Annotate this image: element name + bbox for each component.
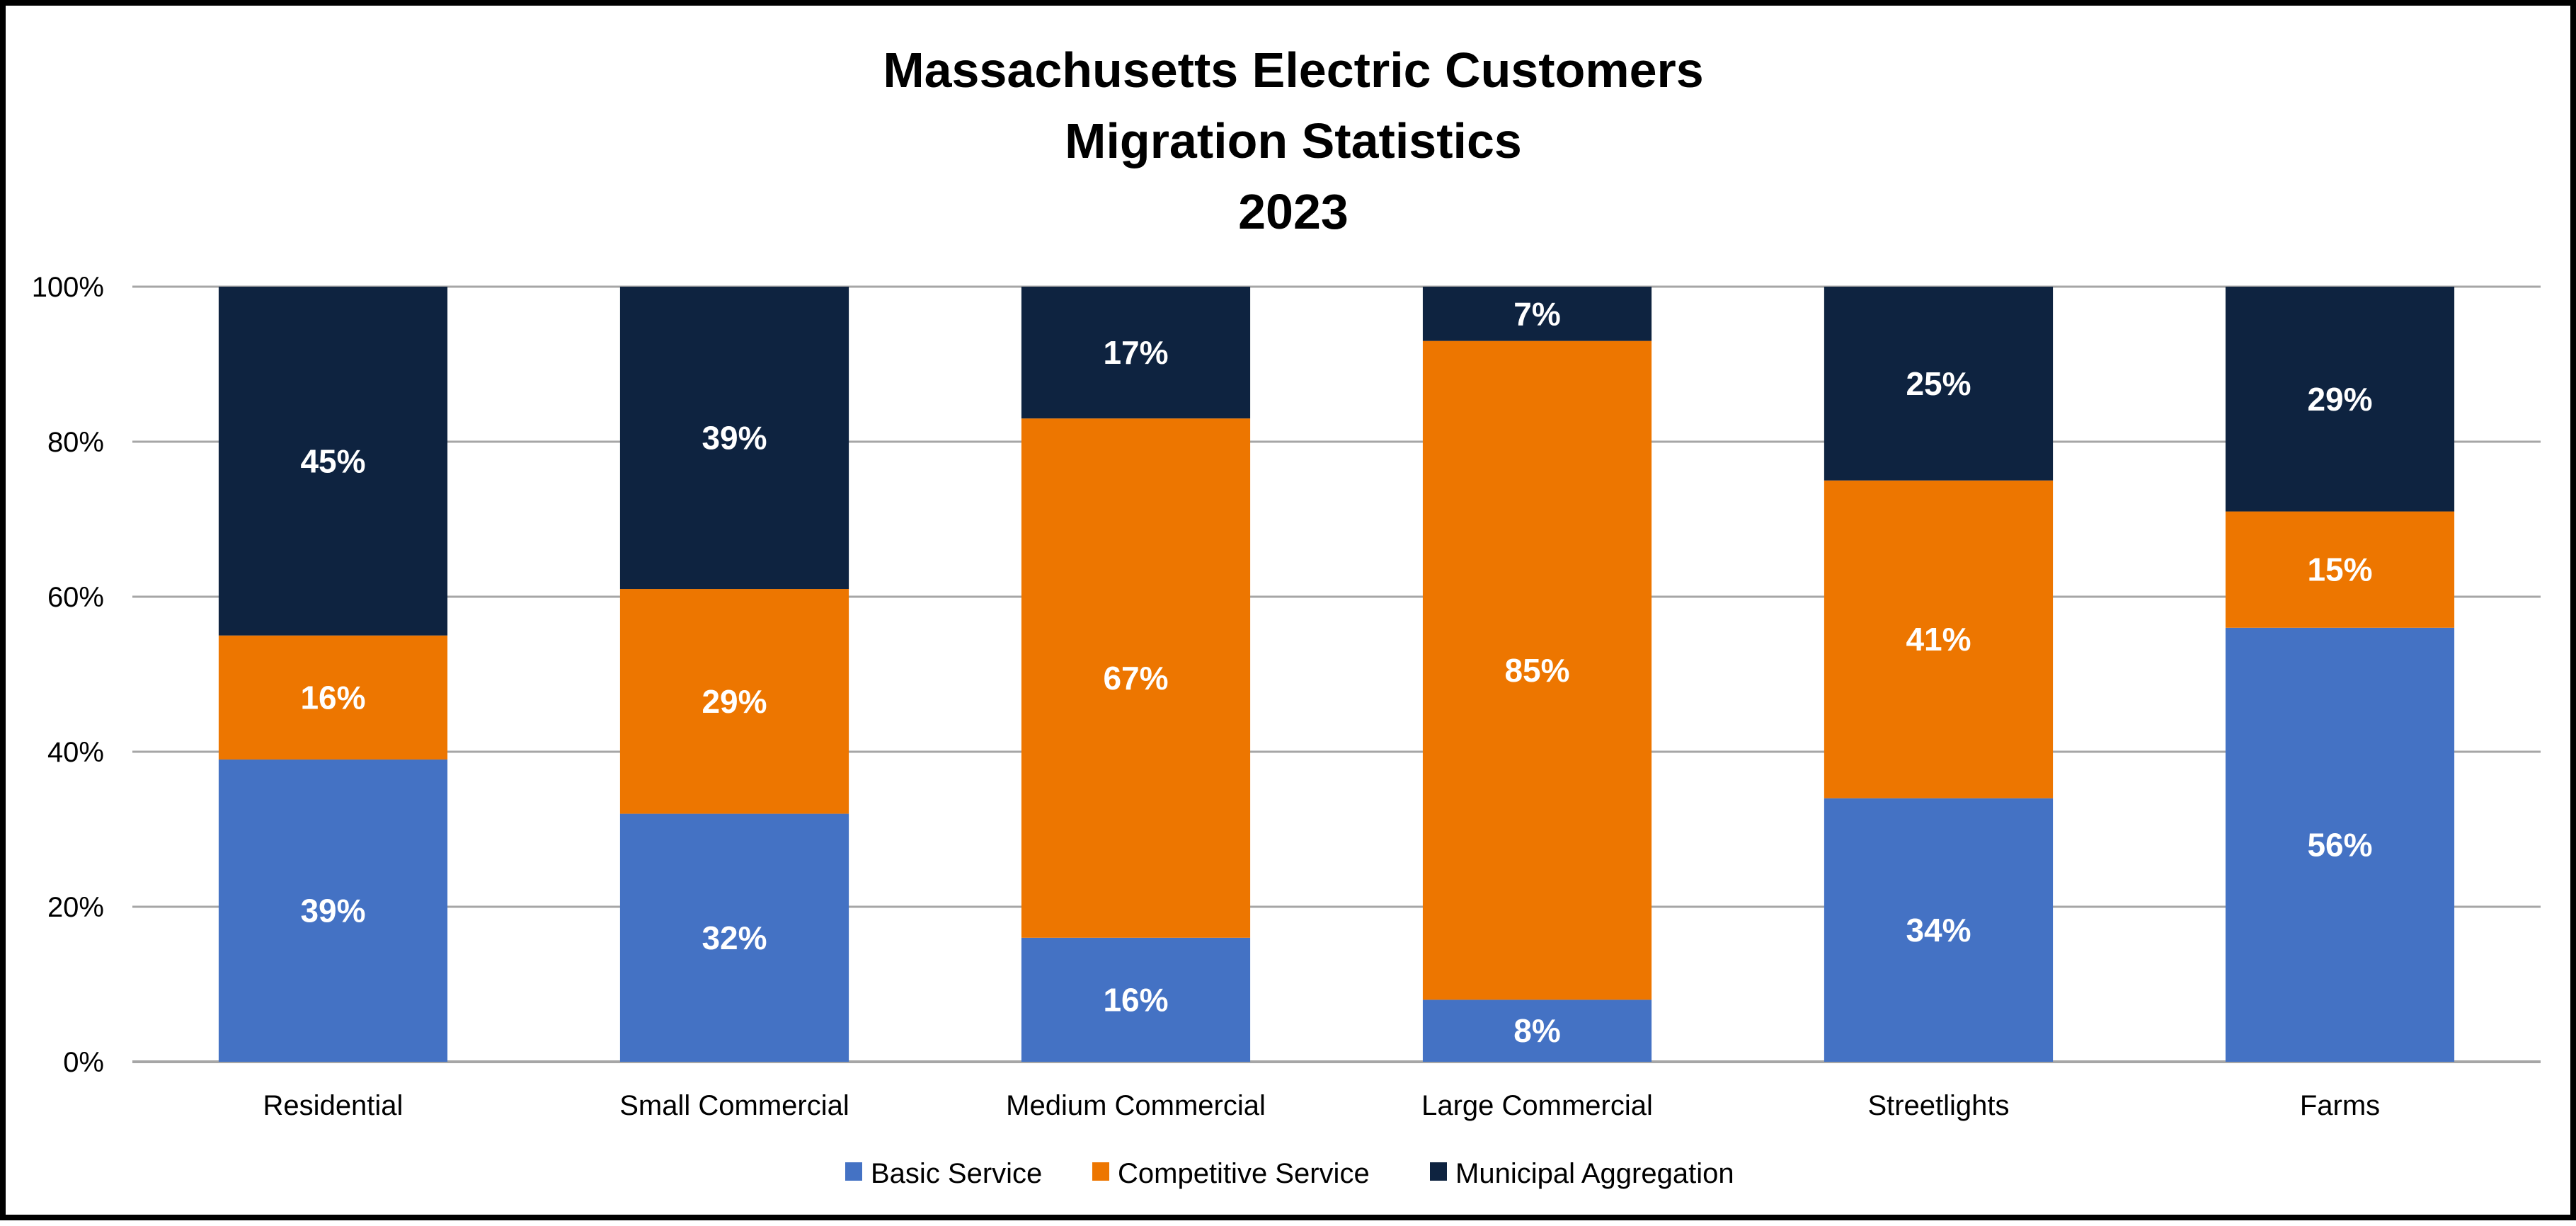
bars: [218, 287, 2455, 1062]
data-label: 85%: [1504, 652, 1569, 689]
y-tick-label: 60%: [47, 582, 104, 613]
chart-title-line-3: 2023: [1238, 184, 1349, 239]
x-tick-label: Streetlights: [1867, 1090, 2009, 1121]
chart-title-line-1: Massachusetts Electric Customers: [883, 42, 1703, 98]
data-label: 56%: [2307, 826, 2372, 863]
data-label: 25%: [1906, 365, 1971, 402]
legend-label: Basic Service: [871, 1158, 1042, 1189]
data-label: 39%: [300, 892, 365, 929]
bar-segment: [2225, 627, 2455, 1062]
bar-segment: [2225, 511, 2455, 628]
bar-segment: [218, 635, 448, 760]
stacked-bar-chart: Massachusetts Electric Customers Migrati…: [32, 42, 2541, 1189]
bar-segment: [1422, 999, 1652, 1062]
data-label: 17%: [1103, 334, 1168, 371]
y-tick-label: 0%: [63, 1047, 104, 1078]
bar-segment: [1824, 287, 2054, 481]
legend-item: Municipal Aggregation: [1430, 1158, 1734, 1189]
bar-segment: [218, 287, 448, 636]
y-tick-label: 20%: [47, 892, 104, 923]
legend-label: Competitive Service: [1118, 1158, 1370, 1189]
data-label: 7%: [1513, 295, 1560, 332]
data-label: 29%: [2307, 381, 2372, 418]
legend-item: Competitive Service: [1092, 1158, 1370, 1189]
legend-item: Basic Service: [845, 1158, 1042, 1189]
data-label: 16%: [300, 679, 365, 716]
legend-swatch: [1430, 1162, 1447, 1181]
legend: Basic Service Competitive Service Municipa…: [845, 1158, 1734, 1189]
bar-segment: [1021, 418, 1251, 938]
bar-segment: [619, 813, 849, 1062]
bar-segment: [1021, 287, 1251, 419]
legend-swatch: [1092, 1162, 1109, 1181]
x-tick-label: Farms: [2300, 1090, 2380, 1121]
chart-title: Massachusetts Electric Customers Migrati…: [883, 42, 1703, 239]
y-tick-label: 100%: [32, 272, 104, 303]
x-tick-label: Large Commercial: [1421, 1090, 1653, 1121]
bar-segment: [619, 287, 849, 590]
y-tick-label: 80%: [47, 427, 104, 458]
legend-swatch: [845, 1162, 862, 1181]
x-tick-label: Small Commercial: [619, 1090, 849, 1121]
bar-segment: [218, 759, 448, 1062]
data-label: 39%: [702, 420, 767, 457]
data-label: 29%: [702, 683, 767, 720]
x-tick-label: Residential: [263, 1090, 403, 1121]
x-tick-label: Medium Commercial: [1006, 1090, 1266, 1121]
y-axis-ticks: 0% 20% 40% 60% 80% 100%: [32, 272, 104, 1078]
data-label: 16%: [1103, 981, 1168, 1018]
data-label: 41%: [1906, 621, 1971, 658]
bar-segment: [2225, 287, 2455, 512]
chart-title-line-2: Migration Statistics: [1065, 113, 1522, 168]
data-label: 45%: [300, 442, 365, 479]
bar-segment: [619, 589, 849, 814]
x-axis-categories: Residential Small Commercial Medium Commer…: [263, 1090, 2381, 1121]
data-labels: 39% 16% 45% 32% 29% 39% 16% 67% 17% 8% 85% 7% 34% 41%…: [300, 295, 2372, 1049]
bar-segment: [1824, 798, 2054, 1062]
bar-segment: [1021, 937, 1251, 1062]
data-label: 32%: [702, 919, 767, 956]
legend-label: Municipal Aggregation: [1455, 1158, 1734, 1189]
data-label: 67%: [1103, 660, 1168, 697]
y-tick-label: 40%: [47, 737, 104, 768]
data-label: 15%: [2307, 551, 2372, 588]
bar-segment: [1824, 480, 2054, 798]
bar-segment: [1422, 340, 1652, 1000]
gridlines: [132, 285, 2541, 1063]
data-label: 34%: [1906, 912, 1971, 949]
data-label: 8%: [1513, 1012, 1560, 1049]
bar-segment: [1422, 287, 1652, 341]
